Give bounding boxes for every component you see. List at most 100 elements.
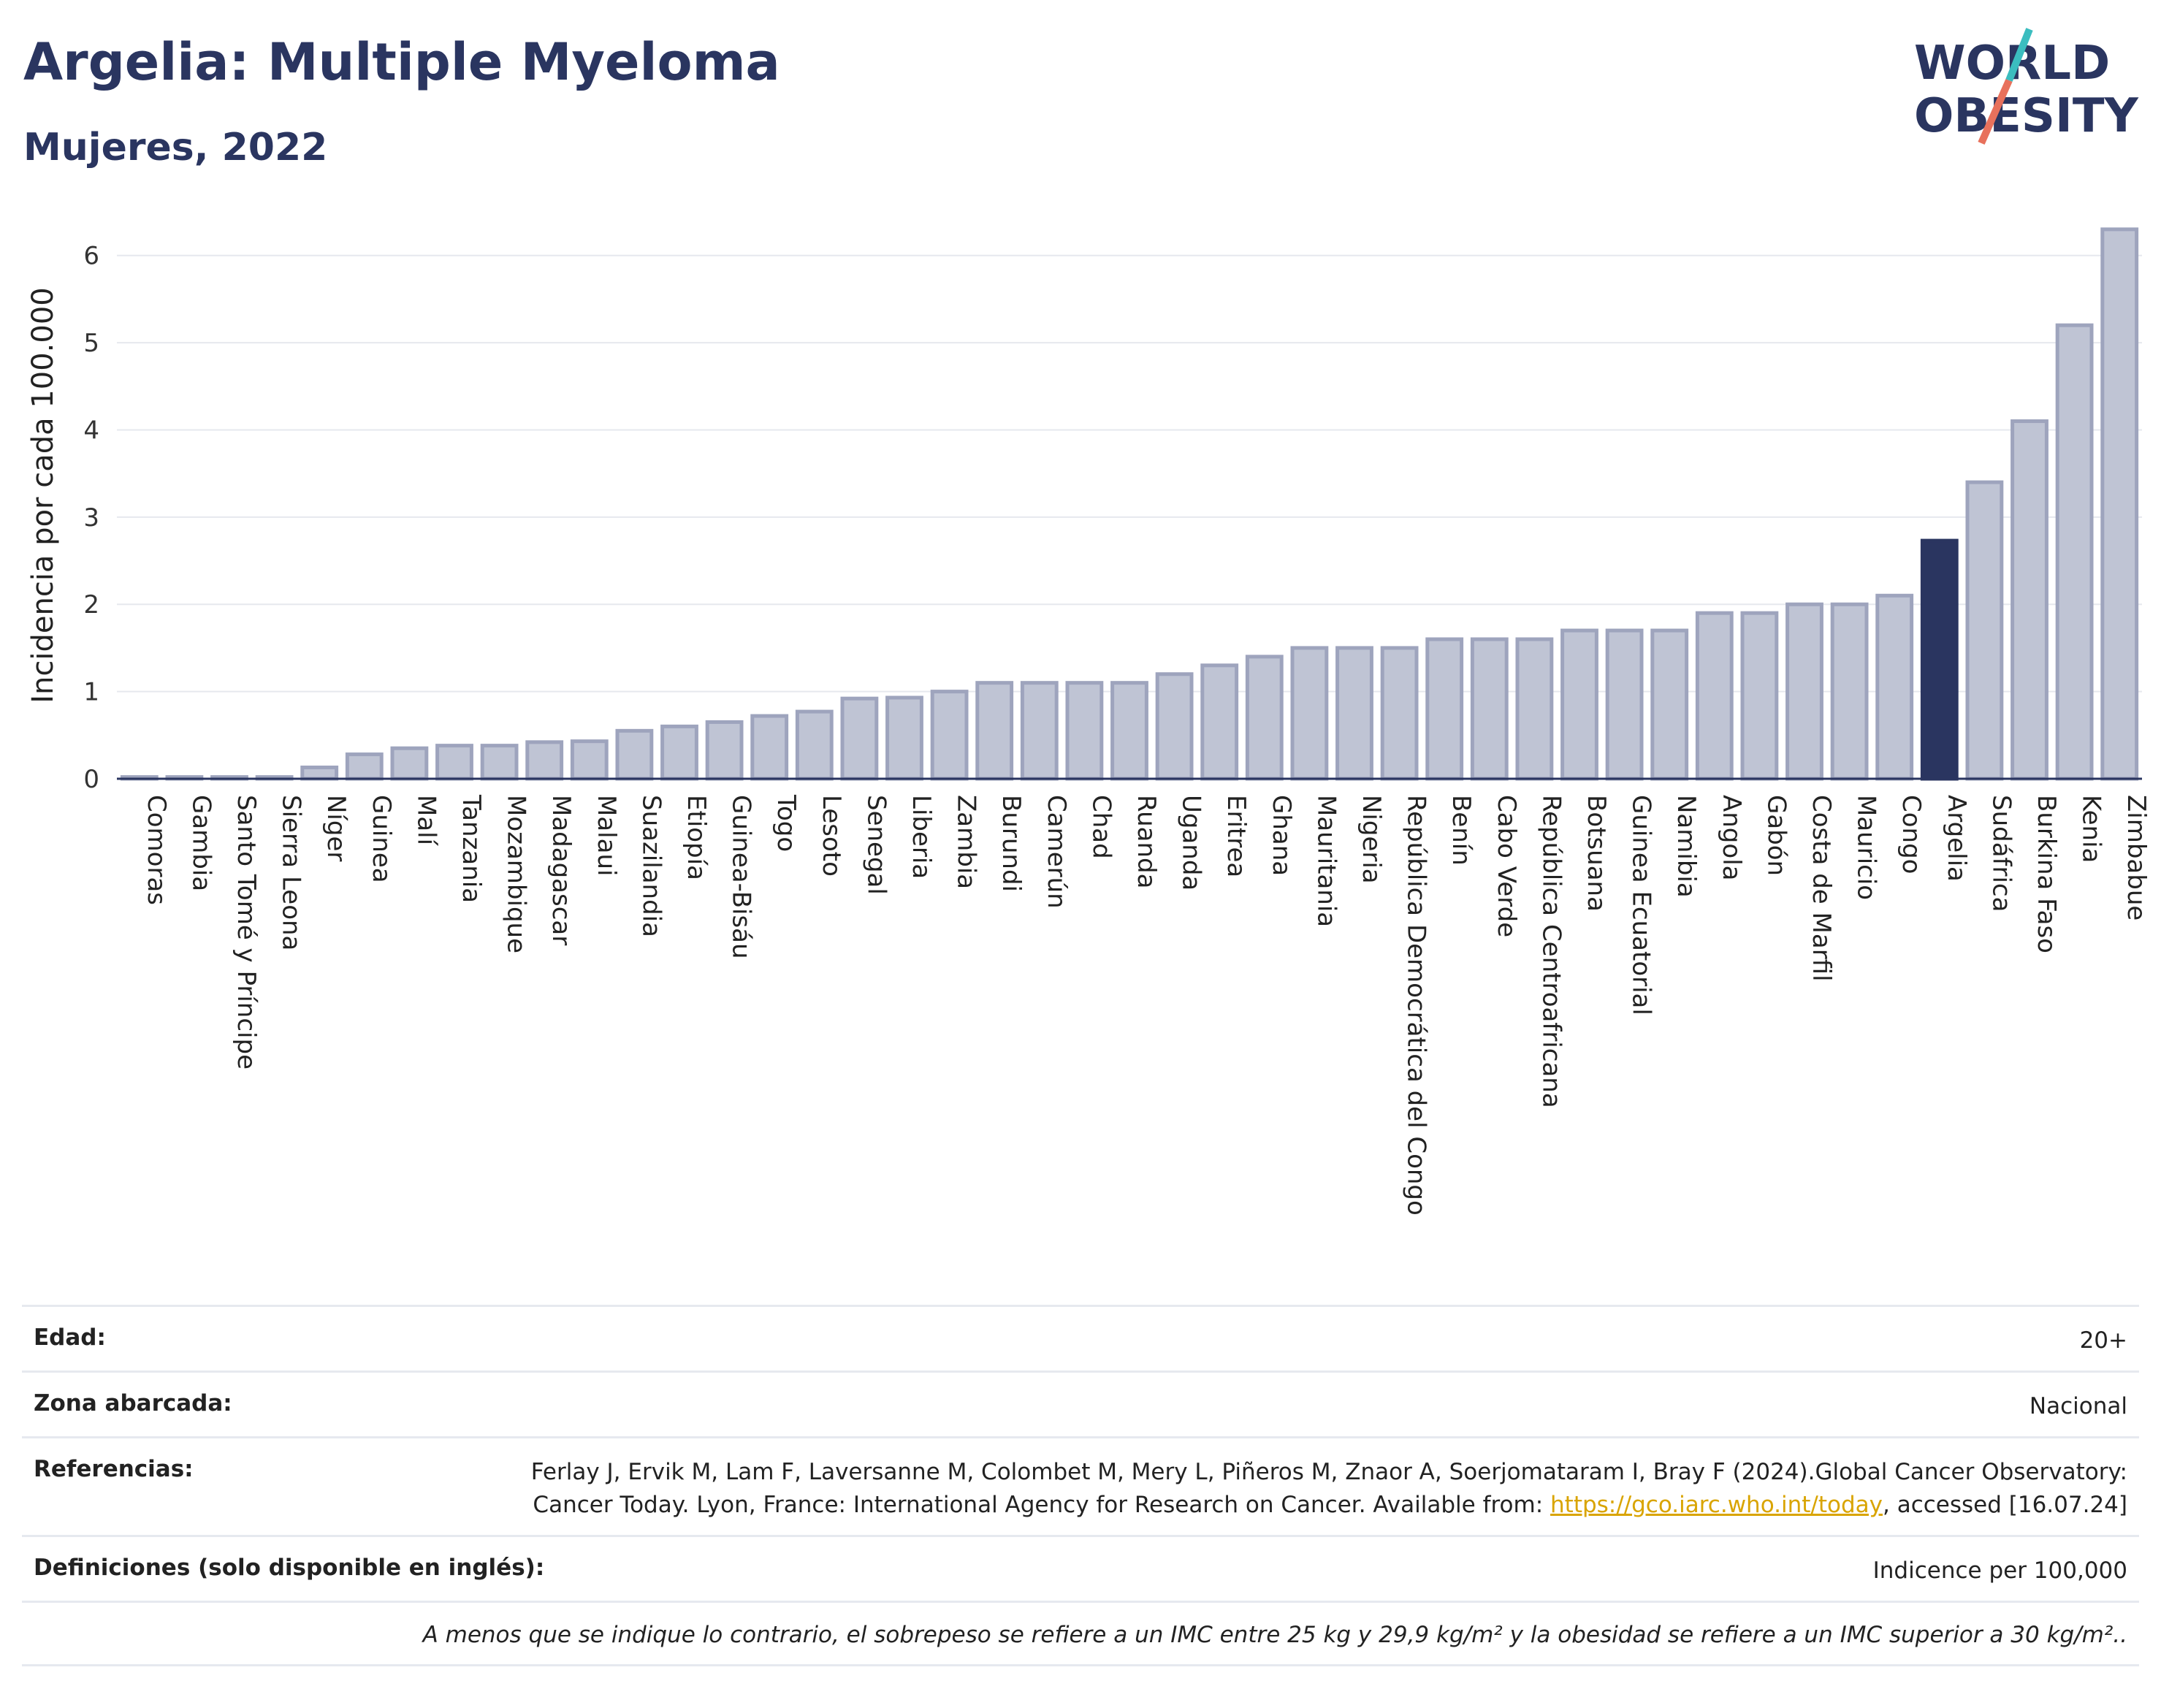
y-tick-label: 2	[83, 590, 99, 619]
x-tick-label: Zimbabue	[2122, 795, 2151, 920]
x-tick-label: Costa de Marfil	[1807, 795, 1836, 982]
x-tick-label: Guinea-Bisáu	[727, 795, 756, 959]
bar-gabón	[1740, 611, 1779, 781]
y-tick-label: 3	[83, 503, 99, 533]
x-tick-label: Cabo Verde	[1492, 795, 1521, 937]
x-tick-label: Níger	[321, 795, 351, 861]
x-tick-label: Lesoto	[817, 795, 846, 877]
x-tick-label: Comoras	[142, 795, 171, 905]
bar-guinea-ecuatorial	[1605, 628, 1644, 781]
x-tick-label: Congo	[1897, 795, 1926, 874]
x-tick-label: Benín	[1447, 795, 1476, 866]
bar-malí	[390, 746, 429, 781]
world-obesity-logo: WORLD OBESITY	[1914, 28, 2138, 145]
chart-subtitle: Mujeres, 2022	[23, 126, 328, 169]
bar-república-democrática-del-congo	[1380, 646, 1419, 781]
bar-níger	[300, 765, 339, 781]
bar-suazilandia	[615, 728, 654, 781]
bar-benín	[1425, 637, 1464, 781]
zone-value: Nacional	[2029, 1392, 2127, 1419]
bar-togo	[750, 714, 789, 781]
x-tick-label: Camerún	[1042, 795, 1071, 909]
age-value: 20+	[2079, 1327, 2127, 1354]
bar-mauritania	[1290, 646, 1329, 781]
x-tick-label: Tanzania	[457, 794, 486, 903]
bar-camerún	[1020, 681, 1059, 781]
x-tick-label: República Centroafricana	[1536, 795, 1566, 1108]
chart-title: Argelia: Multiple Myeloma	[23, 32, 780, 92]
bar-kenia	[2055, 323, 2094, 781]
definitions-label: Definiciones (solo disponible en inglés)…	[34, 1554, 545, 1581]
x-tick-label: Togo	[771, 794, 801, 852]
logo-slash-coral	[1978, 78, 2013, 145]
bar-mozambique	[480, 744, 519, 781]
bar-burundi	[975, 681, 1014, 781]
bar-lesoto	[795, 709, 834, 781]
x-tick-label: Malí	[411, 795, 441, 847]
bar-argelia	[1920, 538, 1959, 781]
bar-ghana	[1245, 655, 1284, 781]
bar-namibia	[1650, 628, 1689, 781]
x-tick-label: Etiopía	[682, 795, 711, 880]
x-tick-label: República Democrática del Congo	[1402, 795, 1431, 1216]
y-tick-label: 0	[83, 765, 99, 794]
bar-etiopía	[660, 724, 698, 781]
age-label: Edad:	[34, 1324, 106, 1351]
x-tick-label: Uganda	[1177, 795, 1206, 891]
references-tail: , accessed [16.07.24]	[1882, 1491, 2127, 1518]
x-tick-label: Gambia	[186, 795, 216, 891]
x-tick-label: Ruanda	[1132, 795, 1161, 888]
bar-botsuana	[1560, 628, 1598, 781]
x-tick-label: Malaui	[592, 795, 621, 876]
bar-madagascar	[525, 740, 564, 781]
bar-congo	[1875, 593, 1914, 781]
bar-chad	[1065, 681, 1104, 781]
x-tick-label: Burundi	[996, 795, 1026, 892]
x-tick-label: Chad	[1086, 795, 1116, 859]
bar-tanzania	[435, 744, 473, 781]
x-tick-label: Liberia	[907, 795, 936, 879]
bar-senegal	[840, 696, 879, 781]
bar-burkina-faso	[2011, 419, 2048, 781]
bar-zambia	[930, 690, 969, 781]
bar-ruanda	[1110, 681, 1148, 781]
x-tick-label: Mozambique	[502, 795, 531, 953]
x-tick-label: Nigeria	[1357, 795, 1386, 884]
bar-malaui	[570, 739, 609, 781]
x-tick-label: Sudáfrica	[1986, 795, 2016, 912]
info-row-definitions: Definiciones (solo disponible en inglés)…	[22, 1534, 2139, 1601]
bar-angola	[1695, 611, 1734, 781]
x-tick-label: Guinea	[367, 795, 396, 883]
references-text: Ferlay J, Ervik M, Lam F, Laversanne M, …	[530, 1458, 2127, 1518]
x-tick-label: Madagascar	[546, 795, 576, 945]
bar-guinea-bisáu	[705, 720, 744, 781]
bar-liberia	[885, 695, 923, 781]
info-row-age: Edad: 20+	[22, 1305, 2139, 1370]
x-tick-label: Botsuana	[1582, 795, 1611, 912]
bar-costa-de-marfil	[1785, 602, 1823, 781]
x-tick-label: Kenia	[2077, 795, 2106, 863]
x-tick-label: Santo Tomé y Príncipe	[232, 795, 261, 1070]
bar-chart: 0 1 2 3 4 5 6 Comoras Gambia Santo Tomé y Prínci…	[26, 227, 2151, 1216]
x-tick-label: Burkina Faso	[2032, 795, 2061, 953]
x-tick-label: Mauritania	[1311, 795, 1341, 927]
x-tick-label: Senegal	[861, 795, 891, 895]
info-table: Edad: 20+ Zona abarcada: Nacional Refere…	[22, 1305, 2139, 1666]
x-tick-label: Angola	[1717, 795, 1746, 880]
x-tick-label: Suazilandia	[636, 795, 666, 937]
x-axis-labels: Comoras Gambia Santo Tomé y Príncipe Sierra…	[142, 794, 2151, 1216]
references-link[interactable]: https://gco.iarc.who.int/today	[1550, 1491, 1883, 1518]
x-tick-label: Ghana	[1267, 795, 1296, 876]
y-axis-title: Incidencia por cada 100.000	[26, 287, 60, 704]
bar-guinea	[345, 752, 384, 781]
bar-eritrea	[1200, 663, 1239, 781]
y-tick-label: 6	[83, 242, 99, 271]
x-tick-label: Guinea Ecuatorial	[1627, 795, 1656, 1015]
y-axis-ticks: 0 1 2 3 4 5 6	[83, 242, 99, 794]
x-tick-label: Sierra Leona	[277, 795, 306, 950]
x-tick-label: Mauricio	[1852, 795, 1881, 900]
info-row-zone: Zona abarcada: Nacional	[22, 1370, 2139, 1436]
bar-mauricio	[1830, 602, 1869, 781]
references-value: Ferlay J, Ervik M, Lam F, Laversanne M, …	[520, 1456, 2127, 1522]
logo-line-2: OBESITY	[1914, 89, 2138, 143]
